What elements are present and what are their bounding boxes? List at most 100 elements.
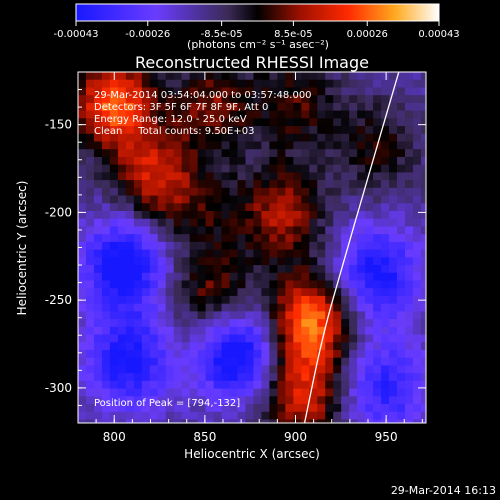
- heatmap-cell: [277, 334, 286, 343]
- heatmap-cell: [269, 187, 278, 197]
- heatmap-cell: [285, 210, 294, 220]
- heatmap-cell: [221, 373, 231, 382]
- heatmap-cell: [389, 241, 398, 251]
- heatmap-cell: [78, 164, 87, 173]
- heatmap-cell: [189, 303, 199, 312]
- heatmap-cell: [349, 319, 358, 328]
- heatmap-cell: [301, 365, 310, 374]
- heatmap-cell: [365, 156, 374, 166]
- heatmap-cell: [157, 326, 167, 336]
- heatmap-cell: [397, 180, 406, 189]
- heatmap-cell: [237, 419, 246, 423]
- heatmap-cell: [93, 265, 103, 274]
- heatmap-cell: [229, 87, 238, 96]
- heatmap-cell: [277, 365, 286, 374]
- heatmap-cell: [309, 404, 318, 413]
- heatmap-cell: [229, 288, 238, 297]
- heatmap-cell: [341, 210, 350, 220]
- heatmap-cell: [301, 72, 310, 81]
- heatmap-cell: [117, 133, 127, 142]
- heatmap-cell: [317, 295, 326, 305]
- heatmap-cell: [165, 396, 175, 405]
- heatmap-cell: [261, 172, 270, 181]
- heatmap-cell: [365, 388, 374, 397]
- heatmap-cell: [237, 272, 246, 281]
- heatmap-cell: [357, 396, 366, 405]
- heatmap-cell: [285, 180, 294, 189]
- heatmap-cell: [237, 342, 246, 351]
- heatmap-cell: [397, 388, 406, 397]
- heatmap-cell: [117, 234, 127, 243]
- heatmap-cell: [93, 126, 103, 135]
- heatmap-cell: [333, 133, 342, 142]
- heatmap-cell: [373, 396, 382, 405]
- heatmap-cell: [357, 303, 366, 312]
- heatmap-cell: [365, 334, 374, 343]
- heatmap-cell: [357, 203, 366, 212]
- annotation-peak: Position of Peak = [794,-132]: [94, 398, 240, 409]
- heatmap-cell: [205, 102, 215, 112]
- heatmap-cell: [293, 349, 302, 359]
- heatmap-cell: [101, 241, 111, 251]
- heatmap-cell: [245, 342, 254, 351]
- heatmap-cell: [237, 349, 246, 359]
- heatmap-cell: [157, 118, 167, 127]
- heatmap-cell: [397, 265, 406, 274]
- heatmap-cell: [181, 156, 191, 166]
- heatmap-cell: [78, 218, 87, 227]
- heatmap-cell: [93, 342, 103, 351]
- heatmap-cell: [205, 72, 215, 81]
- heatmap-cell: [205, 172, 215, 181]
- heatmap-cell: [245, 411, 254, 420]
- heatmap-cell: [261, 326, 270, 336]
- heatmap-cell: [109, 380, 119, 390]
- heatmap-cell: [237, 311, 246, 320]
- heatmap-cell: [317, 141, 326, 150]
- heatmap-cell: [189, 102, 199, 112]
- heatmap-cell: [125, 257, 135, 266]
- heatmap-cell: [277, 311, 286, 320]
- heatmap-cell: [381, 141, 390, 150]
- heatmap-cell: [181, 357, 191, 366]
- heatmap-cell: [253, 234, 262, 243]
- heatmap-cell: [285, 380, 294, 390]
- heatmap-cell: [245, 373, 254, 382]
- heatmap-cell: [420, 303, 426, 312]
- heatmap-cell: [285, 404, 294, 413]
- heatmap-cell: [365, 288, 374, 297]
- heatmap-cell: [93, 257, 103, 266]
- heatmap-cell: [157, 218, 167, 227]
- heatmap-cell: [397, 373, 406, 382]
- heatmap-cell: [149, 419, 159, 423]
- heatmap-cell: [141, 156, 151, 166]
- heatmap-cell: [237, 234, 246, 243]
- heatmap-cell: [349, 149, 358, 158]
- heatmap-cell: [325, 326, 334, 336]
- heatmap-cell: [269, 342, 278, 351]
- heatmap-cell: [373, 280, 382, 289]
- heatmap-cell: [373, 110, 382, 119]
- heatmap-cell: [261, 334, 270, 343]
- heatmap-cell: [229, 295, 238, 305]
- annotation-time: 29-Mar-2014 03:54:04.000 to 03:57:48.000: [94, 90, 312, 101]
- heatmap-cell: [149, 210, 159, 220]
- heatmap-cell: [261, 257, 270, 266]
- heatmap-cell: [261, 141, 270, 150]
- heatmap-cell: [229, 396, 238, 405]
- heatmap-cell: [117, 380, 127, 390]
- heatmap-cell: [205, 388, 215, 397]
- heatmap-cell: [213, 126, 223, 135]
- heatmap-cell: [381, 79, 390, 88]
- heatmap-cell: [285, 280, 294, 289]
- heatmap-cell: [309, 303, 318, 312]
- heatmap-cell: [269, 357, 278, 366]
- heatmap-cell: [325, 303, 334, 312]
- heatmap-cell: [173, 311, 183, 320]
- heatmap-cell: [412, 95, 422, 104]
- heatmap-cell: [189, 411, 199, 420]
- heatmap-cell: [125, 156, 135, 166]
- heatmap-cell: [389, 303, 398, 312]
- heatmap-cell: [245, 187, 254, 197]
- heatmap-cell: [78, 326, 87, 336]
- heatmap-cell: [237, 72, 246, 81]
